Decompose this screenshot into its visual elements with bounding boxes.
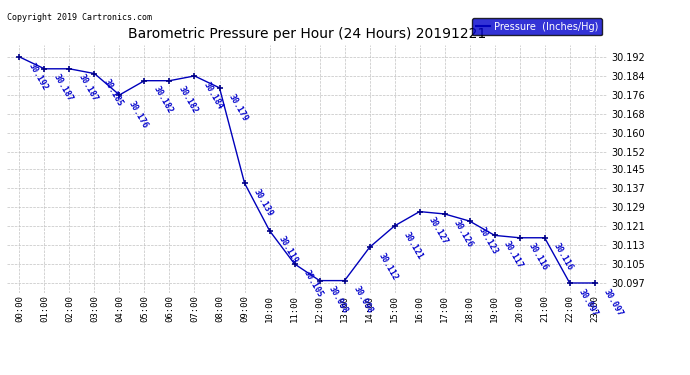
Text: 30.182: 30.182 xyxy=(177,85,199,116)
Text: 30.098: 30.098 xyxy=(351,285,374,315)
Text: 30.117: 30.117 xyxy=(502,240,524,270)
Text: 30.098: 30.098 xyxy=(326,285,349,315)
Text: Copyright 2019 Cartronics.com: Copyright 2019 Cartronics.com xyxy=(7,13,152,22)
Text: 30.097: 30.097 xyxy=(577,287,600,318)
Text: 30.116: 30.116 xyxy=(526,242,549,272)
Text: 30.179: 30.179 xyxy=(226,92,249,123)
Text: 30.116: 30.116 xyxy=(551,242,574,272)
Text: 30.185: 30.185 xyxy=(101,78,124,108)
Legend: Pressure  (Inches/Hg): Pressure (Inches/Hg) xyxy=(472,18,602,36)
Text: 30.139: 30.139 xyxy=(251,187,274,218)
Title: Barometric Pressure per Hour (24 Hours) 20191221: Barometric Pressure per Hour (24 Hours) … xyxy=(128,27,486,41)
Text: 30.119: 30.119 xyxy=(277,235,299,265)
Text: 30.187: 30.187 xyxy=(51,73,74,104)
Text: 30.176: 30.176 xyxy=(126,99,149,130)
Text: 30.126: 30.126 xyxy=(451,218,474,249)
Text: 30.127: 30.127 xyxy=(426,216,449,246)
Text: 30.192: 30.192 xyxy=(26,61,49,92)
Text: 30.123: 30.123 xyxy=(477,225,500,256)
Text: 30.187: 30.187 xyxy=(77,73,99,104)
Text: 30.184: 30.184 xyxy=(201,80,224,111)
Text: 30.121: 30.121 xyxy=(402,230,424,261)
Text: 30.097: 30.097 xyxy=(602,287,624,318)
Text: 30.182: 30.182 xyxy=(151,85,174,116)
Text: 30.105: 30.105 xyxy=(302,268,324,298)
Text: 30.112: 30.112 xyxy=(377,252,400,282)
